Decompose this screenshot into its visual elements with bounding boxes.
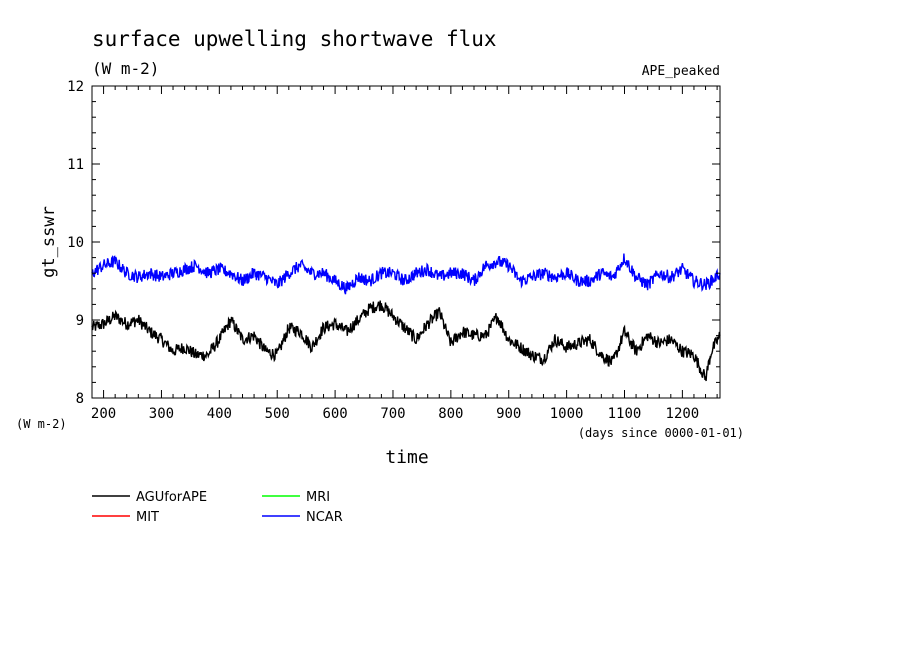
x-tick-label: 600 [322, 406, 347, 422]
y-axis-label: gt_sswr [39, 206, 59, 278]
series-line-aguforape [91, 300, 721, 382]
x-tick-label: 300 [149, 406, 174, 422]
legend-label-ncar: NCAR [306, 510, 343, 525]
legend-label-aguforape: AGUforAPE [136, 490, 207, 505]
x-tick-label: 700 [380, 406, 405, 422]
x-tick-label: 1100 [608, 406, 642, 422]
y-tick-label: 8 [76, 391, 84, 407]
x-tick-label: 1000 [550, 406, 584, 422]
y-tick-label: 11 [67, 157, 84, 173]
x-axis-unit: (days since 0000-01-01) [578, 426, 744, 440]
x-tick-label: 400 [207, 406, 232, 422]
y-tick-label: 10 [67, 235, 84, 251]
legend-label-mri: MRI [306, 490, 330, 505]
series-layer [91, 253, 721, 382]
y-axis-unit: (W m-2) [16, 417, 67, 431]
axis-ticks: 200 300 400 500 600 700 800 900 1000 1100 1200 8 9 10… [67, 79, 720, 422]
legend-label-mit: MIT [136, 510, 159, 525]
x-tick-label: 900 [496, 406, 521, 422]
x-tick-label: 500 [265, 406, 290, 422]
y-tick-label: 9 [76, 313, 84, 329]
x-tick-label: 200 [91, 406, 116, 422]
y-tick-label: 12 [67, 79, 84, 95]
x-tick-label: 800 [438, 406, 463, 422]
chart-units: (W m-2) [92, 59, 159, 78]
series-line-ncar [91, 253, 721, 295]
legend: AGUforAPE MIT MRI NCAR [92, 490, 343, 525]
x-tick-label: 1200 [666, 406, 700, 422]
x-axis-label: time [385, 447, 428, 468]
chart-title: surface upwelling shortwave flux [92, 27, 497, 51]
experiment-label: APE_peaked [642, 64, 720, 79]
